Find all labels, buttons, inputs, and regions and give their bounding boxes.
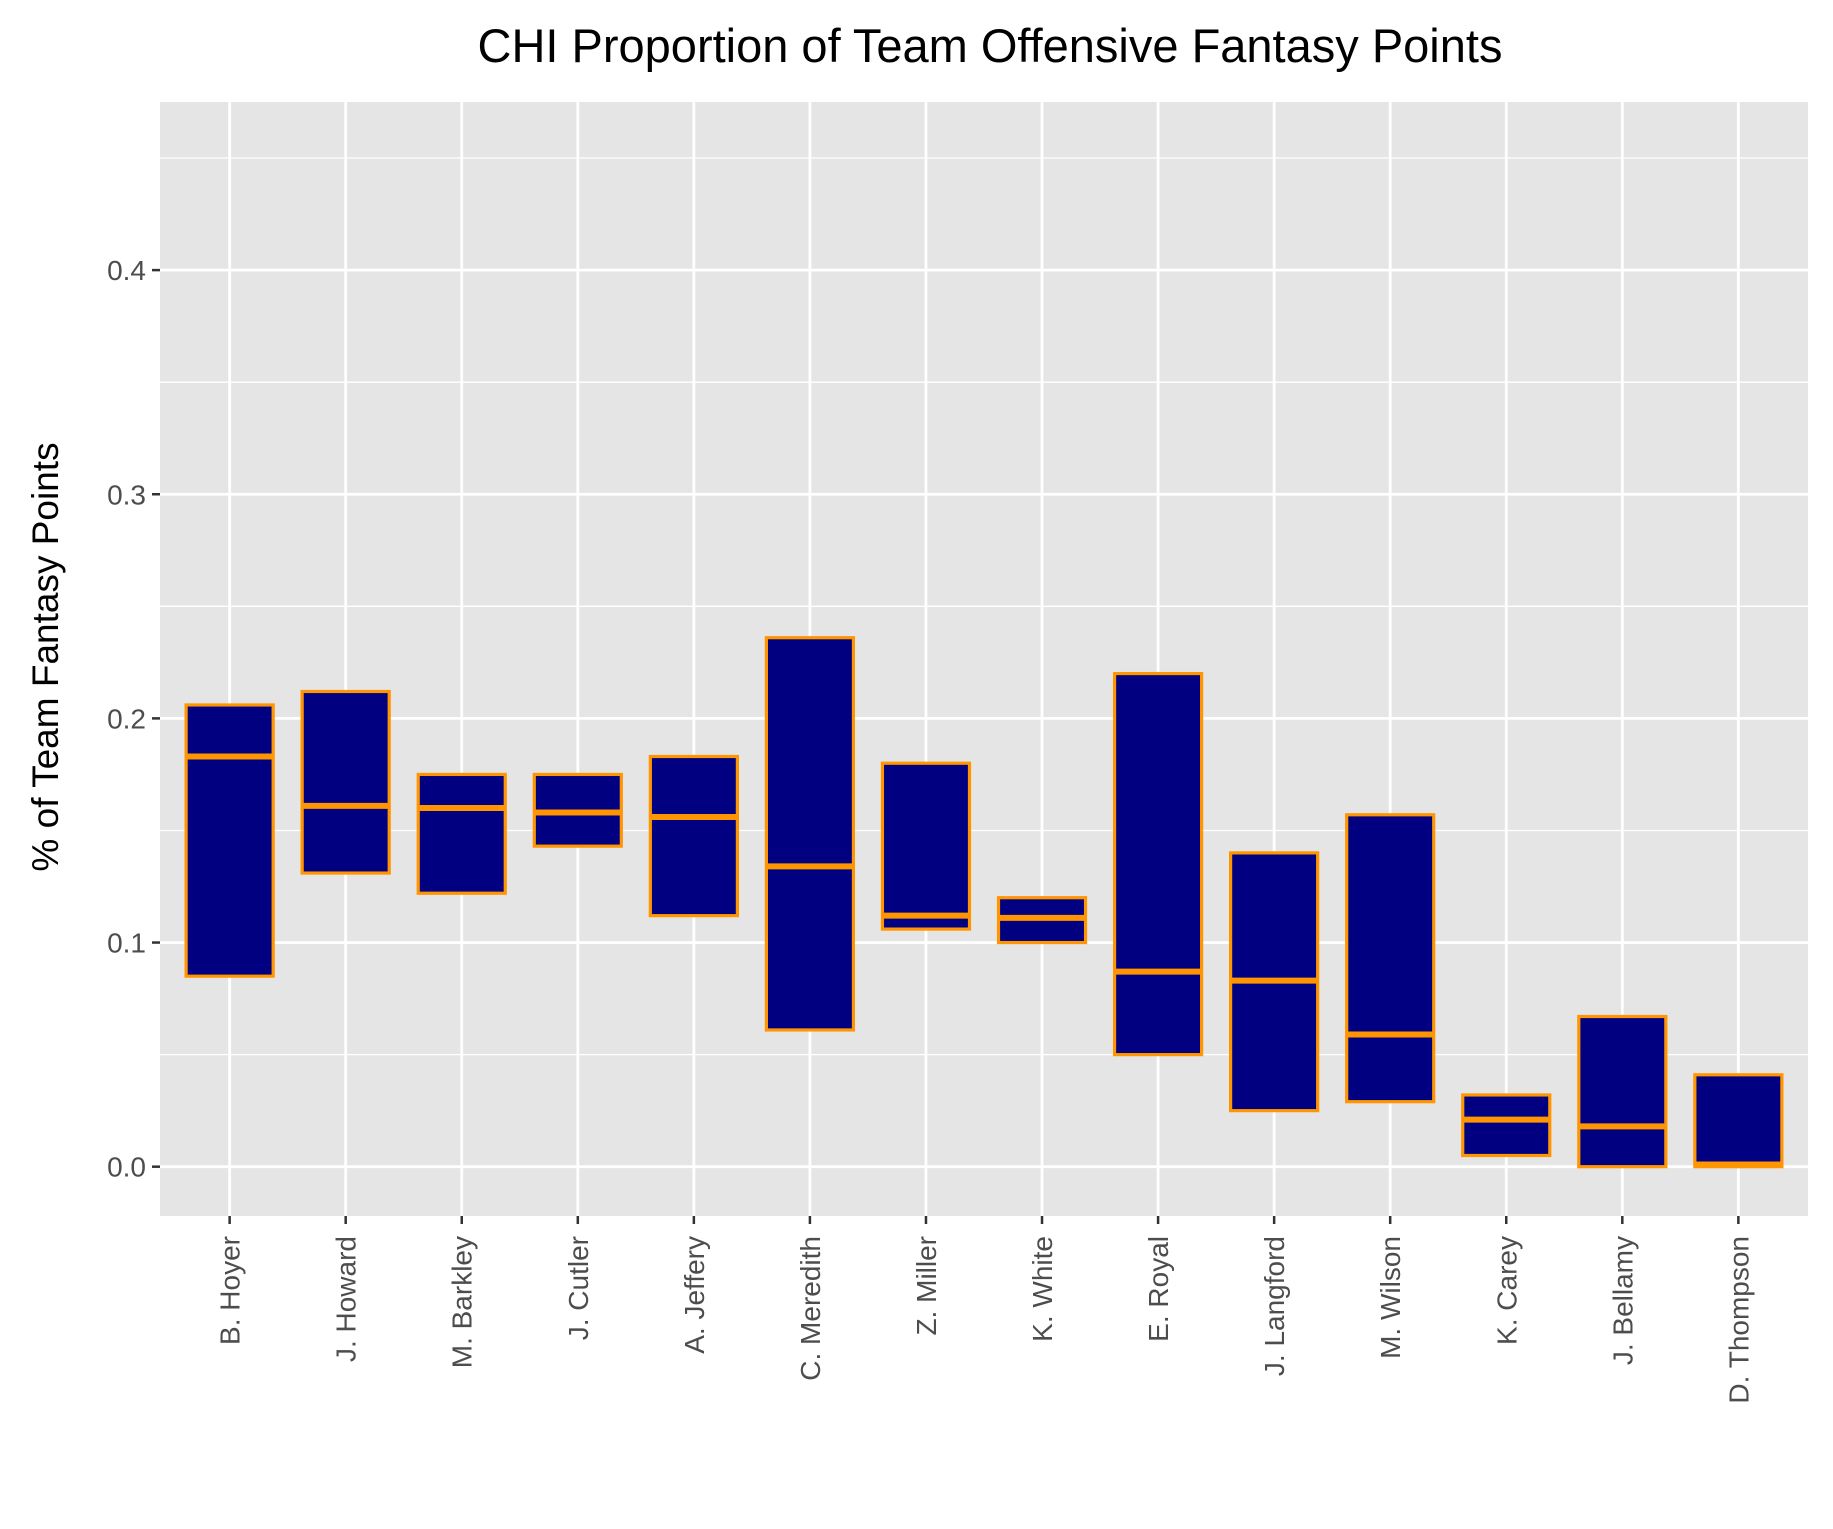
box-iqr <box>1693 1073 1784 1169</box>
box-1 <box>300 689 391 875</box>
x-tick-label: C. Meredith <box>795 1236 826 1381</box>
box-11 <box>1461 1093 1552 1158</box>
box-8 <box>1112 671 1204 1057</box>
plot-panel <box>160 102 1808 1216</box>
x-tick-label: J. Cutler <box>563 1236 594 1340</box>
y-tick-label: 0.1 <box>107 928 146 959</box>
box-0 <box>184 703 275 978</box>
box-9 <box>1229 851 1320 1113</box>
box-13 <box>1693 1073 1784 1169</box>
box-4 <box>648 754 739 918</box>
box-iqr <box>880 761 972 931</box>
y-tick-label: 0.3 <box>107 479 146 510</box>
x-tick-label: E. Royal <box>1143 1236 1174 1342</box>
y-tick-label: 0.2 <box>107 703 146 734</box>
y-axis-title: % of Team Fantasy Points <box>25 442 66 871</box>
box-12 <box>1577 1014 1668 1169</box>
box-iqr <box>1577 1014 1668 1169</box>
box-iqr <box>1112 671 1204 1057</box>
x-tick-label: J. Bellamy <box>1607 1236 1638 1365</box>
box-iqr <box>184 703 275 978</box>
x-tick-label: K. White <box>1027 1236 1058 1342</box>
x-axis: B. Hoyer J. Howard M. Barkley J. Cutler A. J… <box>215 1216 1754 1404</box>
y-tick-label: 0.4 <box>107 255 146 286</box>
box-10 <box>1345 813 1436 1104</box>
box-iqr <box>416 772 507 895</box>
x-tick-label: M. Wilson <box>1375 1236 1406 1359</box>
x-tick-label: Z. Miller <box>911 1236 942 1336</box>
chart-title: CHI Proportion of Team Offensive Fantasy… <box>478 19 1503 72</box>
minor-gridlines <box>160 157 1808 1056</box>
box-5 <box>764 636 856 1032</box>
box-6 <box>880 761 972 931</box>
box-iqr <box>1345 813 1436 1104</box>
x-tick-label: B. Hoyer <box>215 1236 246 1345</box>
box-iqr <box>300 689 391 875</box>
box-3 <box>532 772 623 848</box>
x-tick-label: J. Langford <box>1259 1236 1290 1376</box>
boxes-layer <box>184 636 1784 1169</box>
box-7 <box>996 896 1088 945</box>
y-axis: 0.0 0.1 0.2 0.3 0.4 <box>107 255 160 1183</box>
box-iqr <box>648 754 739 918</box>
x-tick-label: J. Howard <box>331 1236 362 1362</box>
x-tick-label: K. Carey <box>1491 1236 1522 1345</box>
box-iqr <box>1461 1093 1552 1158</box>
x-tick-label: M. Barkley <box>447 1236 478 1368</box>
box-2 <box>416 772 507 895</box>
x-tick-label: A. Jeffery <box>679 1236 710 1354</box>
x-tick-label: D. Thompson <box>1723 1236 1754 1404</box>
y-tick-label: 0.0 <box>107 1152 146 1183</box>
box-iqr <box>764 636 856 1032</box>
